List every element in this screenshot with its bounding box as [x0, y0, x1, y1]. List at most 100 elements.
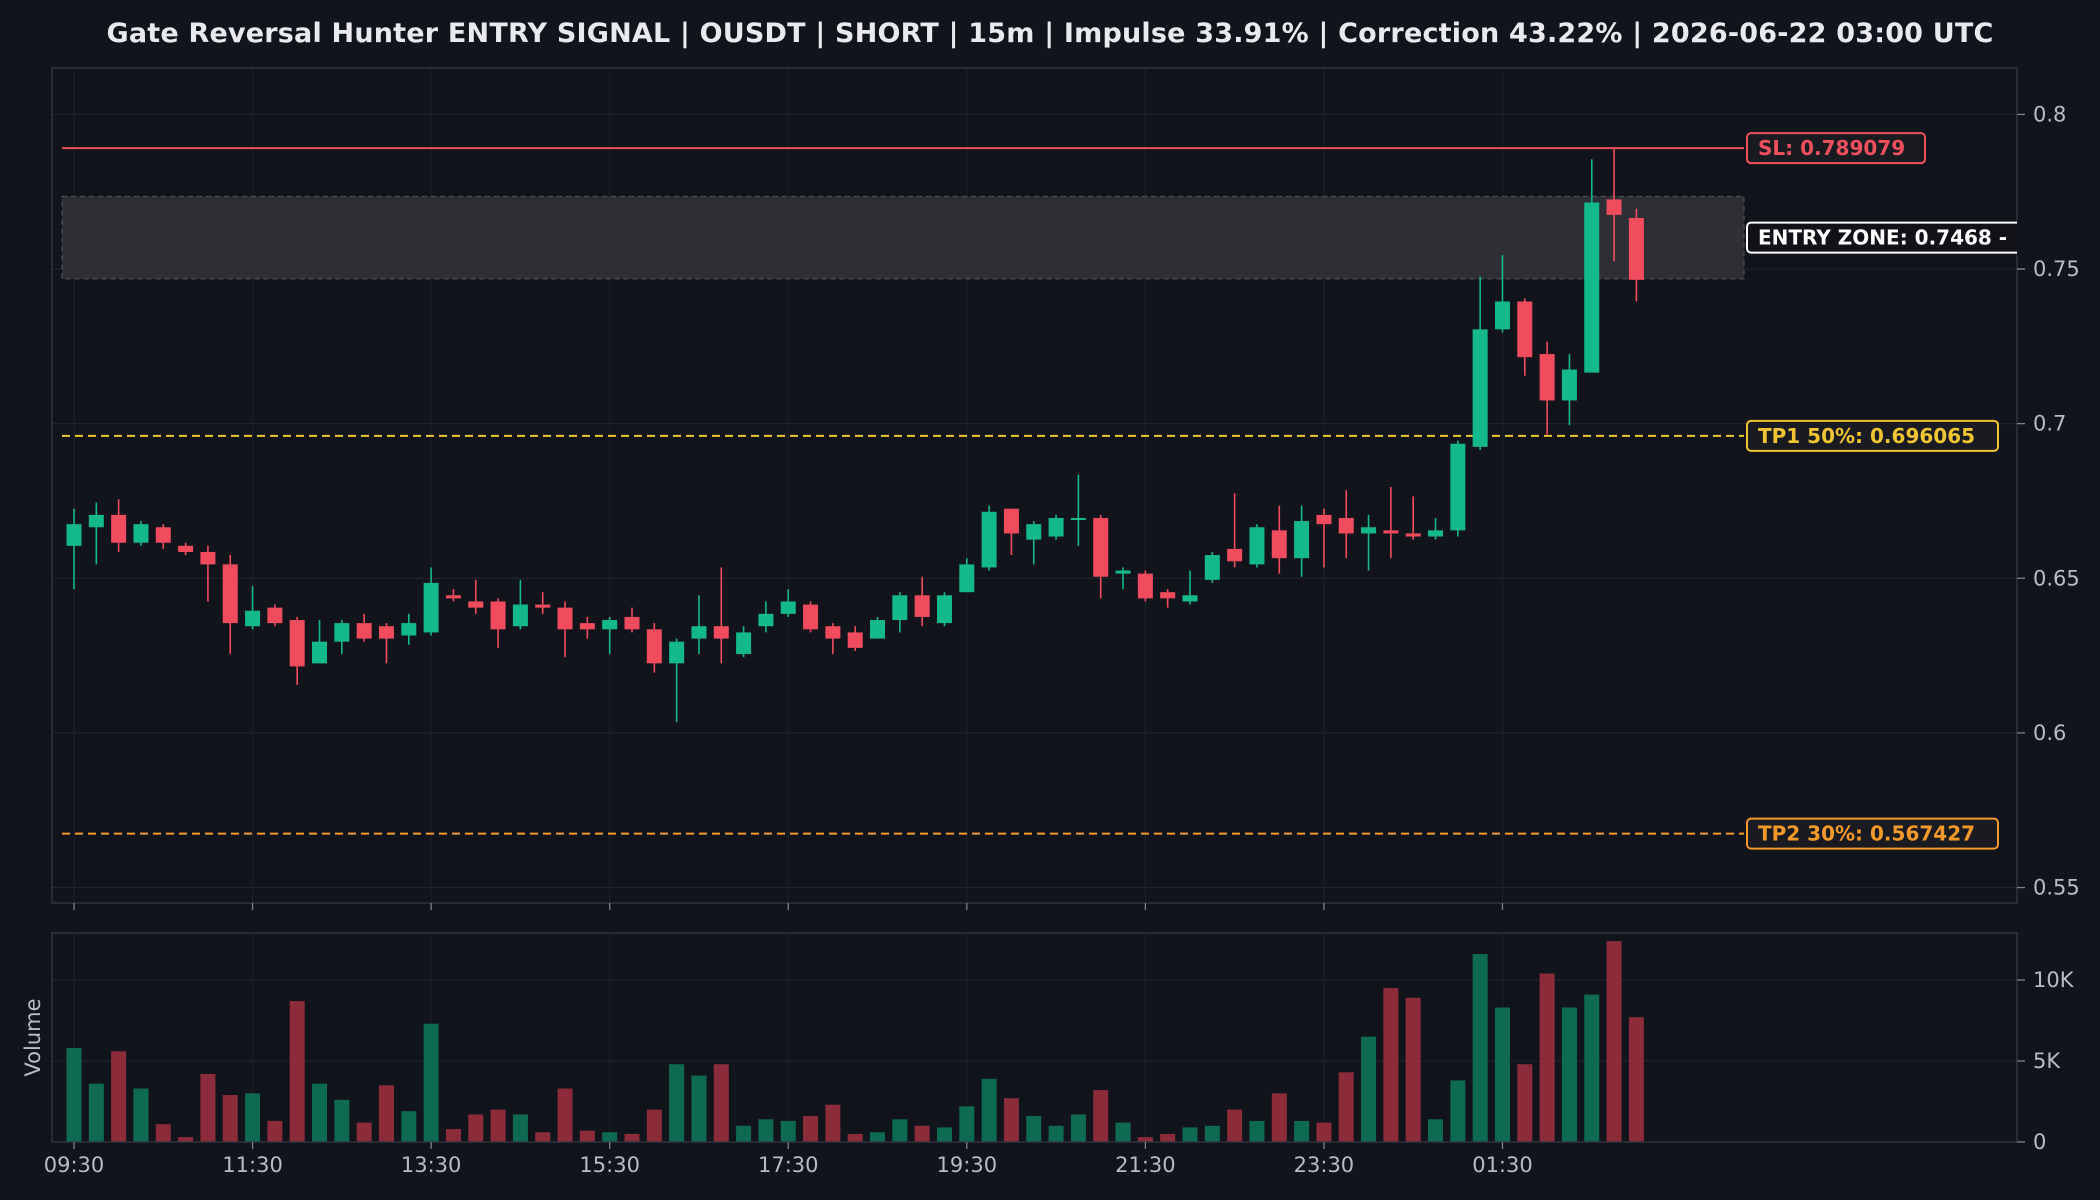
x-tick-label: 21:30 — [1115, 1153, 1176, 1177]
x-tick-label: 01:30 — [1472, 1153, 1533, 1177]
candle-body — [713, 626, 729, 639]
candle-body — [1539, 354, 1555, 401]
volume-bar — [490, 1109, 506, 1142]
volume-bar — [1383, 988, 1399, 1142]
candle-body — [289, 620, 305, 667]
candle-body — [1450, 443, 1466, 531]
candle-body — [1048, 517, 1064, 537]
candle-body — [1137, 573, 1153, 599]
candle-body — [1383, 530, 1399, 534]
price-tick-label: 0.65 — [2033, 566, 2080, 590]
volume-bar — [401, 1111, 417, 1142]
sl-label: SL: 0.789079 — [1758, 136, 1905, 160]
volume-bar — [1539, 973, 1555, 1142]
candle-body — [312, 641, 328, 664]
entry-zone-label: ENTRY ZONE: 0.7468 - — [1758, 226, 2007, 250]
candle-body — [825, 626, 841, 639]
volume-layer — [66, 941, 1644, 1142]
candle-body — [401, 623, 417, 636]
candle-body — [914, 595, 930, 617]
volume-bar — [758, 1119, 774, 1142]
volume-bar — [1294, 1120, 1310, 1142]
price-tick-label: 0.55 — [2033, 876, 2080, 900]
volume-bar — [1070, 1114, 1086, 1142]
volume-bar — [579, 1130, 595, 1142]
candles-layer — [66, 148, 1644, 723]
volume-bar — [267, 1120, 283, 1142]
candle-body — [535, 604, 551, 608]
volume-bar — [803, 1116, 819, 1142]
entry-zone-label-clip — [2017, 219, 2100, 256]
candle-body — [1584, 202, 1600, 373]
volume-bar — [1026, 1116, 1042, 1142]
volume-bar — [535, 1132, 551, 1142]
candle-body — [66, 524, 82, 546]
candle-body — [579, 623, 595, 630]
candle-body — [1070, 517, 1086, 520]
candle-body — [178, 545, 194, 552]
candle-body — [1338, 517, 1354, 534]
candle-body — [356, 623, 372, 639]
candle-body — [155, 527, 171, 543]
x-tick-label: 19:30 — [937, 1153, 998, 1177]
candle-body — [1227, 548, 1243, 562]
volume-bar — [445, 1129, 461, 1142]
volume-bar — [378, 1085, 394, 1142]
volume-bar — [1137, 1137, 1153, 1142]
volume-bar — [1160, 1133, 1176, 1142]
candle-body — [222, 564, 238, 624]
volume-bar — [1048, 1125, 1064, 1142]
candle-body — [200, 551, 216, 565]
volume-bar — [334, 1099, 350, 1142]
candle-body — [1428, 530, 1444, 537]
price-tick-label: 0.7 — [2033, 412, 2066, 436]
volume-bar — [981, 1078, 997, 1142]
volume-bar — [825, 1104, 841, 1142]
candle-body — [803, 604, 819, 630]
volume-bar — [1606, 941, 1622, 1142]
volume-tick-label: 0 — [2033, 1130, 2046, 1154]
volume-bar — [423, 1023, 439, 1142]
candle-body — [1003, 508, 1019, 534]
tp2-label-box — [1746, 817, 1999, 850]
volume-bar — [1204, 1125, 1220, 1142]
volume-bar — [736, 1125, 752, 1142]
candle-body — [624, 616, 640, 630]
candle-body — [111, 514, 127, 543]
candle-body — [959, 564, 975, 593]
volume-bar — [1450, 1080, 1466, 1142]
candle-body — [691, 626, 707, 639]
candle-body — [267, 607, 283, 624]
volume-bar — [200, 1073, 216, 1142]
candle-body — [557, 607, 573, 630]
candle-body — [1160, 592, 1176, 599]
volume-bar — [959, 1106, 975, 1142]
candle-body — [1628, 217, 1644, 280]
volume-bar — [512, 1114, 528, 1142]
volume-bar — [1472, 954, 1488, 1142]
candle-body — [669, 641, 685, 664]
candle-body — [936, 595, 952, 624]
volume-bar — [1428, 1119, 1444, 1142]
volume-bar — [1628, 1017, 1644, 1142]
volume-bar — [1361, 1036, 1377, 1142]
candle-body — [1294, 521, 1310, 559]
volume-bar — [312, 1083, 328, 1142]
volume-bar — [624, 1133, 640, 1142]
sl-label-box — [1746, 132, 1926, 165]
candle-body — [847, 632, 863, 648]
x-tick-label: 23:30 — [1294, 1153, 1355, 1177]
volume-bar — [289, 1001, 305, 1142]
candle-body — [1561, 369, 1577, 401]
volume-bar — [111, 1051, 127, 1142]
candle-body — [758, 613, 774, 627]
x-tick-label: 15:30 — [579, 1153, 640, 1177]
volume-bar — [1584, 994, 1600, 1142]
candle-body — [892, 595, 908, 621]
volume-bar — [245, 1093, 261, 1142]
volume-bar — [1561, 1007, 1577, 1142]
level-lines-layer — [62, 147, 1744, 835]
candle-body — [1204, 555, 1220, 580]
volume-bar — [602, 1132, 618, 1142]
